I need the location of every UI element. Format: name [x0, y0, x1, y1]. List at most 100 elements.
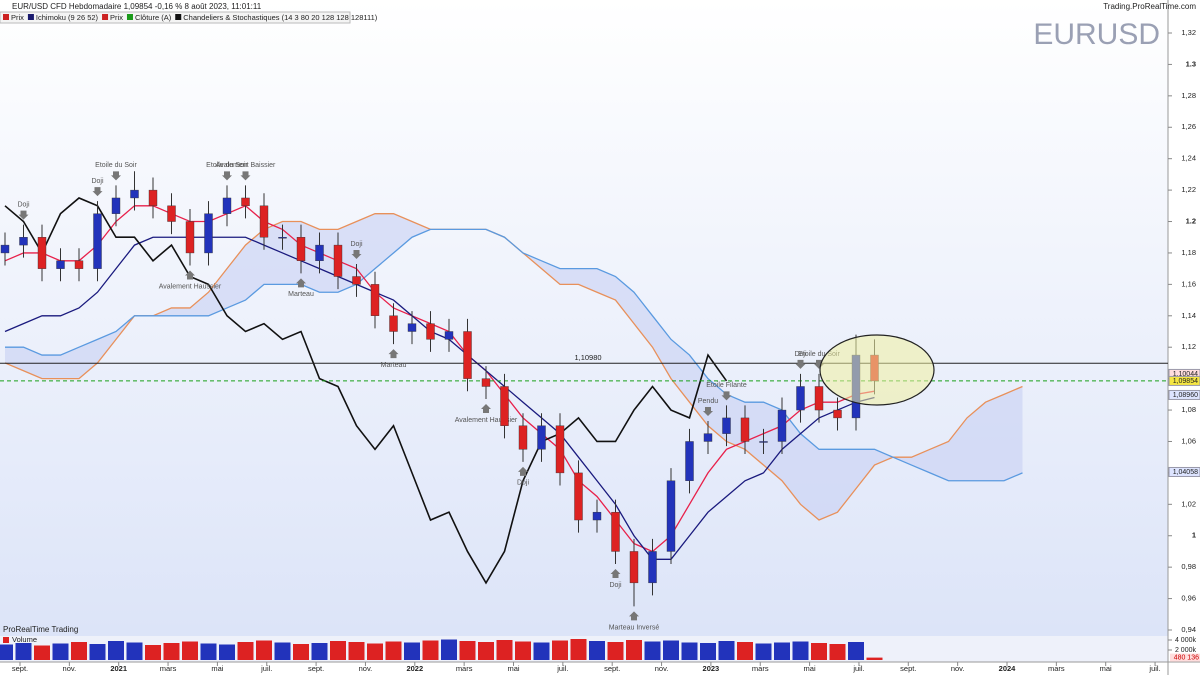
y-tick-label: 1,14 — [1181, 311, 1196, 320]
pattern-label: Etoile Filante — [706, 382, 747, 389]
volume-bar — [274, 642, 291, 660]
volume-bar — [755, 643, 772, 660]
volume-bar — [774, 642, 790, 660]
pattern-arrow — [222, 171, 232, 181]
pattern-arrow — [703, 407, 713, 417]
legend-swatch — [102, 14, 109, 20]
candle-body — [204, 213, 213, 254]
x-tick-label: nov. — [951, 664, 965, 673]
candle-body — [740, 417, 750, 442]
volume-bar — [478, 642, 494, 660]
volume-bar — [330, 641, 346, 660]
candle-body — [352, 276, 361, 285]
ichimoku-cloud — [5, 213, 1023, 521]
volume-bar — [607, 642, 624, 660]
volume-bar — [0, 644, 13, 660]
candle-body — [666, 480, 676, 552]
candle-body — [241, 197, 250, 207]
candle-body — [481, 378, 491, 387]
candle-body — [167, 205, 176, 222]
volume-bar — [145, 645, 161, 660]
candle-body — [130, 189, 139, 199]
volume-bar — [52, 643, 69, 660]
x-tick-label: mai — [804, 664, 816, 673]
volume-bar — [570, 639, 587, 660]
volume-bar — [404, 642, 420, 660]
candle-body — [648, 551, 657, 584]
x-tick-label: nov. — [655, 664, 669, 673]
volume-bar — [163, 643, 180, 660]
volume-bar — [681, 642, 698, 660]
volume-bar — [256, 640, 272, 660]
volume-bar — [459, 641, 476, 660]
legend-entry: Prix — [110, 13, 123, 22]
volume-bar — [496, 640, 513, 660]
volume-bar — [700, 643, 716, 660]
y-tick-label: 0,98 — [1181, 562, 1196, 571]
candle-body — [777, 409, 787, 442]
y-tick-label: 1,08 — [1181, 405, 1196, 414]
volume-bar — [737, 642, 753, 660]
volume-bar — [15, 643, 32, 660]
y-tick-label: 1,22 — [1181, 185, 1196, 194]
candle-body — [407, 323, 417, 332]
y-tick-label: 1,02 — [1181, 499, 1196, 508]
x-tick-label: nov. — [63, 664, 77, 673]
x-tick-label: juil. — [1148, 664, 1160, 673]
volume-pane — [0, 639, 883, 660]
volume-bar — [293, 644, 309, 660]
candle-body — [759, 441, 768, 443]
pattern-arrow — [481, 404, 491, 414]
candle-body — [370, 284, 380, 316]
volume-bar — [515, 641, 531, 660]
pattern-arrow — [240, 171, 251, 181]
volume-tick-label: 2 000k — [1175, 647, 1197, 654]
volume-bar — [237, 642, 254, 660]
x-tick-label: mai — [507, 664, 519, 673]
volume-bar — [626, 640, 642, 660]
candle-body — [444, 331, 454, 340]
volume-label: Volume — [12, 635, 37, 644]
candle-body — [56, 260, 65, 269]
candle-body — [222, 197, 232, 214]
level-label: 1,10980 — [574, 353, 601, 362]
candle-body — [574, 472, 583, 521]
candle-body — [389, 315, 398, 332]
volume-bar — [552, 640, 568, 660]
candle-body — [518, 425, 528, 450]
candle-body — [629, 551, 639, 584]
candle-body — [611, 511, 620, 552]
indicator-line — [5, 228, 1023, 482]
volume-bar — [589, 641, 605, 660]
pattern-label: Doji — [794, 351, 807, 358]
volume-bar — [644, 641, 661, 660]
candle-body — [74, 260, 84, 269]
pattern-arrow — [92, 187, 103, 197]
legend-swatch — [126, 14, 133, 20]
x-tick-label: 2023 — [703, 664, 720, 673]
volume-bar — [348, 642, 365, 660]
volume-bar — [219, 644, 235, 660]
pattern-label: Etoile du Soir — [95, 162, 137, 169]
pattern-arrow — [518, 466, 528, 476]
pattern-label: Doji — [350, 241, 363, 248]
pattern-arrow — [721, 391, 732, 401]
pattern-arrow — [185, 270, 195, 280]
candle-body — [0, 244, 10, 254]
candle-body — [19, 237, 28, 246]
x-tick-label: sept. — [604, 664, 620, 673]
x-tick-label: mars — [752, 664, 769, 673]
volume-bar — [367, 643, 383, 660]
price-tag-label: 1,09854 — [1173, 378, 1198, 385]
footer: ProRealTime Trading — [3, 625, 78, 634]
x-tick-label: sept. — [308, 664, 324, 673]
volume-bar — [182, 641, 198, 660]
candle-body — [315, 244, 324, 262]
candle-body — [722, 417, 731, 434]
x-tick-label: 2022 — [406, 664, 423, 673]
y-tick-label: 0,96 — [1181, 594, 1196, 603]
y-tick-label: 1,26 — [1181, 122, 1196, 131]
indicator-line — [4, 197, 728, 585]
